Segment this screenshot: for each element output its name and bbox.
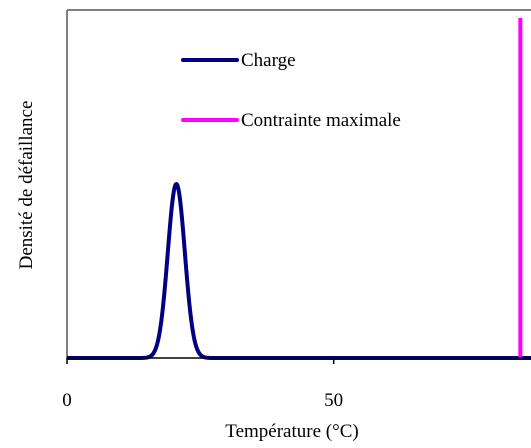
series-layer [65,18,531,360]
series-line-charge [65,182,531,360]
x-tick-label: 0 [62,390,72,411]
legend: Charge Contrainte maximale [181,50,401,131]
x-axis-label: Température (°C) [225,421,358,442]
legend-label: Charge [241,50,296,71]
y-axis-label: Densité de défaillance [16,101,37,270]
x-tick-label: 50 [324,390,343,411]
x-axis: 0 50 [62,357,531,411]
legend-label: Contrainte maximale [241,110,401,131]
plot-frame [66,9,531,358]
